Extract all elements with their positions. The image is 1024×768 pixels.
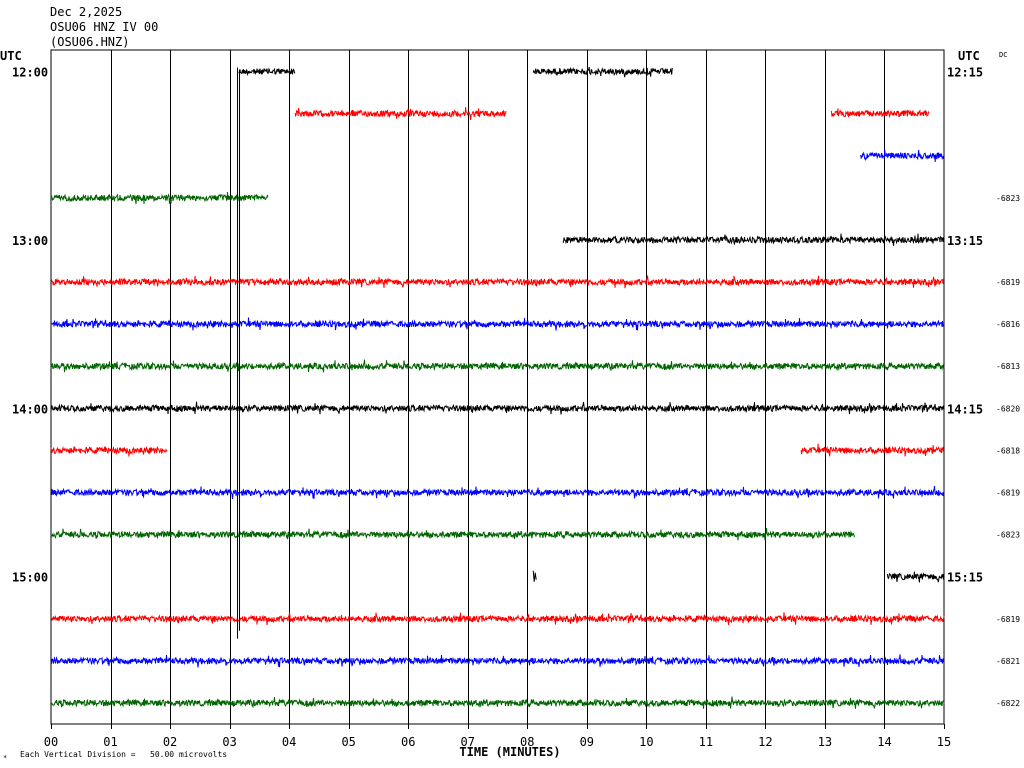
- row-mean-value: -6813: [996, 362, 1020, 371]
- seismic-trace: [830, 108, 930, 119]
- row-mean-value: -6819: [996, 278, 1020, 287]
- plot-date: Dec 2,2025: [50, 5, 123, 19]
- x-tick-label: 09: [580, 735, 594, 749]
- seismic-trace: [562, 233, 945, 246]
- x-tick-label: 07: [461, 735, 475, 749]
- x-tick-label: 12: [758, 735, 772, 749]
- seismic-trace: [50, 401, 945, 415]
- row-mean-value: -6823: [996, 531, 1020, 540]
- utc-left-label: UTC: [0, 49, 22, 63]
- x-tick-label: 03: [222, 735, 236, 749]
- seismic-trace: [50, 445, 168, 457]
- seismic-trace: [238, 67, 296, 77]
- seismic-trace: [886, 571, 945, 583]
- row-time-left: 14:00: [12, 402, 48, 416]
- row-mean-value: -6819: [996, 615, 1020, 624]
- x-tick-label: 11: [699, 735, 713, 749]
- seismic-trace: [51, 696, 945, 709]
- row-time-right: 12:15: [947, 66, 983, 80]
- seismic-trace: [50, 485, 945, 500]
- row-time-right: 15:15: [947, 571, 983, 585]
- seismic-trace: [51, 275, 945, 289]
- row-time-left: 15:00: [12, 571, 48, 585]
- row-time-left: 13:00: [12, 234, 48, 248]
- x-tick-label: 06: [401, 735, 415, 749]
- seismic-trace: [860, 149, 945, 163]
- row-time-right: 13:15: [947, 234, 983, 248]
- row-mean-value: -6819: [996, 489, 1020, 498]
- seismic-trace: [50, 191, 269, 205]
- seismic-trace: [800, 443, 945, 457]
- utc-right-label: UTC: [958, 49, 980, 63]
- seismic-trace: [50, 654, 945, 668]
- row-mean-value: -6816: [996, 320, 1020, 329]
- row-time-right: 14:15: [947, 402, 983, 416]
- station-id: OSU06 HNZ IV 00: [50, 20, 159, 34]
- x-tick-label: 14: [877, 735, 891, 749]
- x-tick-label: 02: [163, 735, 177, 749]
- labels: UTC UTC DC TIME (MINUTES) * Each Vertica…: [0, 49, 1020, 762]
- grid: [50, 49, 945, 729]
- row-mean-value: -6821: [996, 657, 1020, 666]
- footer-mark: *: [3, 754, 7, 762]
- seismic-trace: [532, 570, 537, 582]
- x-tick-label: 01: [103, 735, 117, 749]
- row-mean-value: -6823: [996, 194, 1020, 203]
- seismic-trace: [50, 612, 945, 626]
- x-tick-label: 15: [937, 735, 951, 749]
- x-tick-label: 13: [818, 735, 832, 749]
- dc-label: DC: [999, 51, 1007, 59]
- traces: [50, 66, 945, 709]
- spikes: [237, 67, 241, 639]
- seismic-trace: [50, 359, 945, 373]
- channel-id: (OSU06.HNZ): [50, 35, 130, 49]
- row-mean-value: -6822: [996, 699, 1020, 708]
- seismic-trace: [532, 66, 674, 78]
- row-mean-value: -6820: [996, 404, 1020, 413]
- row-mean-value: -6818: [996, 446, 1020, 455]
- seismic-trace: [50, 317, 945, 331]
- plot-frame: [50, 49, 945, 725]
- seismic-trace: [50, 528, 855, 541]
- seismic-trace: [294, 107, 507, 121]
- row-time-left: 12:00: [12, 66, 48, 80]
- x-tick-label: 00: [44, 735, 58, 749]
- x-tick-label: 08: [520, 735, 534, 749]
- x-tick-label: 05: [341, 735, 355, 749]
- x-axis-label: TIME (MINUTES): [459, 745, 560, 759]
- x-tick-label: 04: [282, 735, 296, 749]
- x-tick-label: 10: [639, 735, 653, 749]
- footer-note: Each Vertical Division = 50.00 microvolt…: [20, 750, 227, 759]
